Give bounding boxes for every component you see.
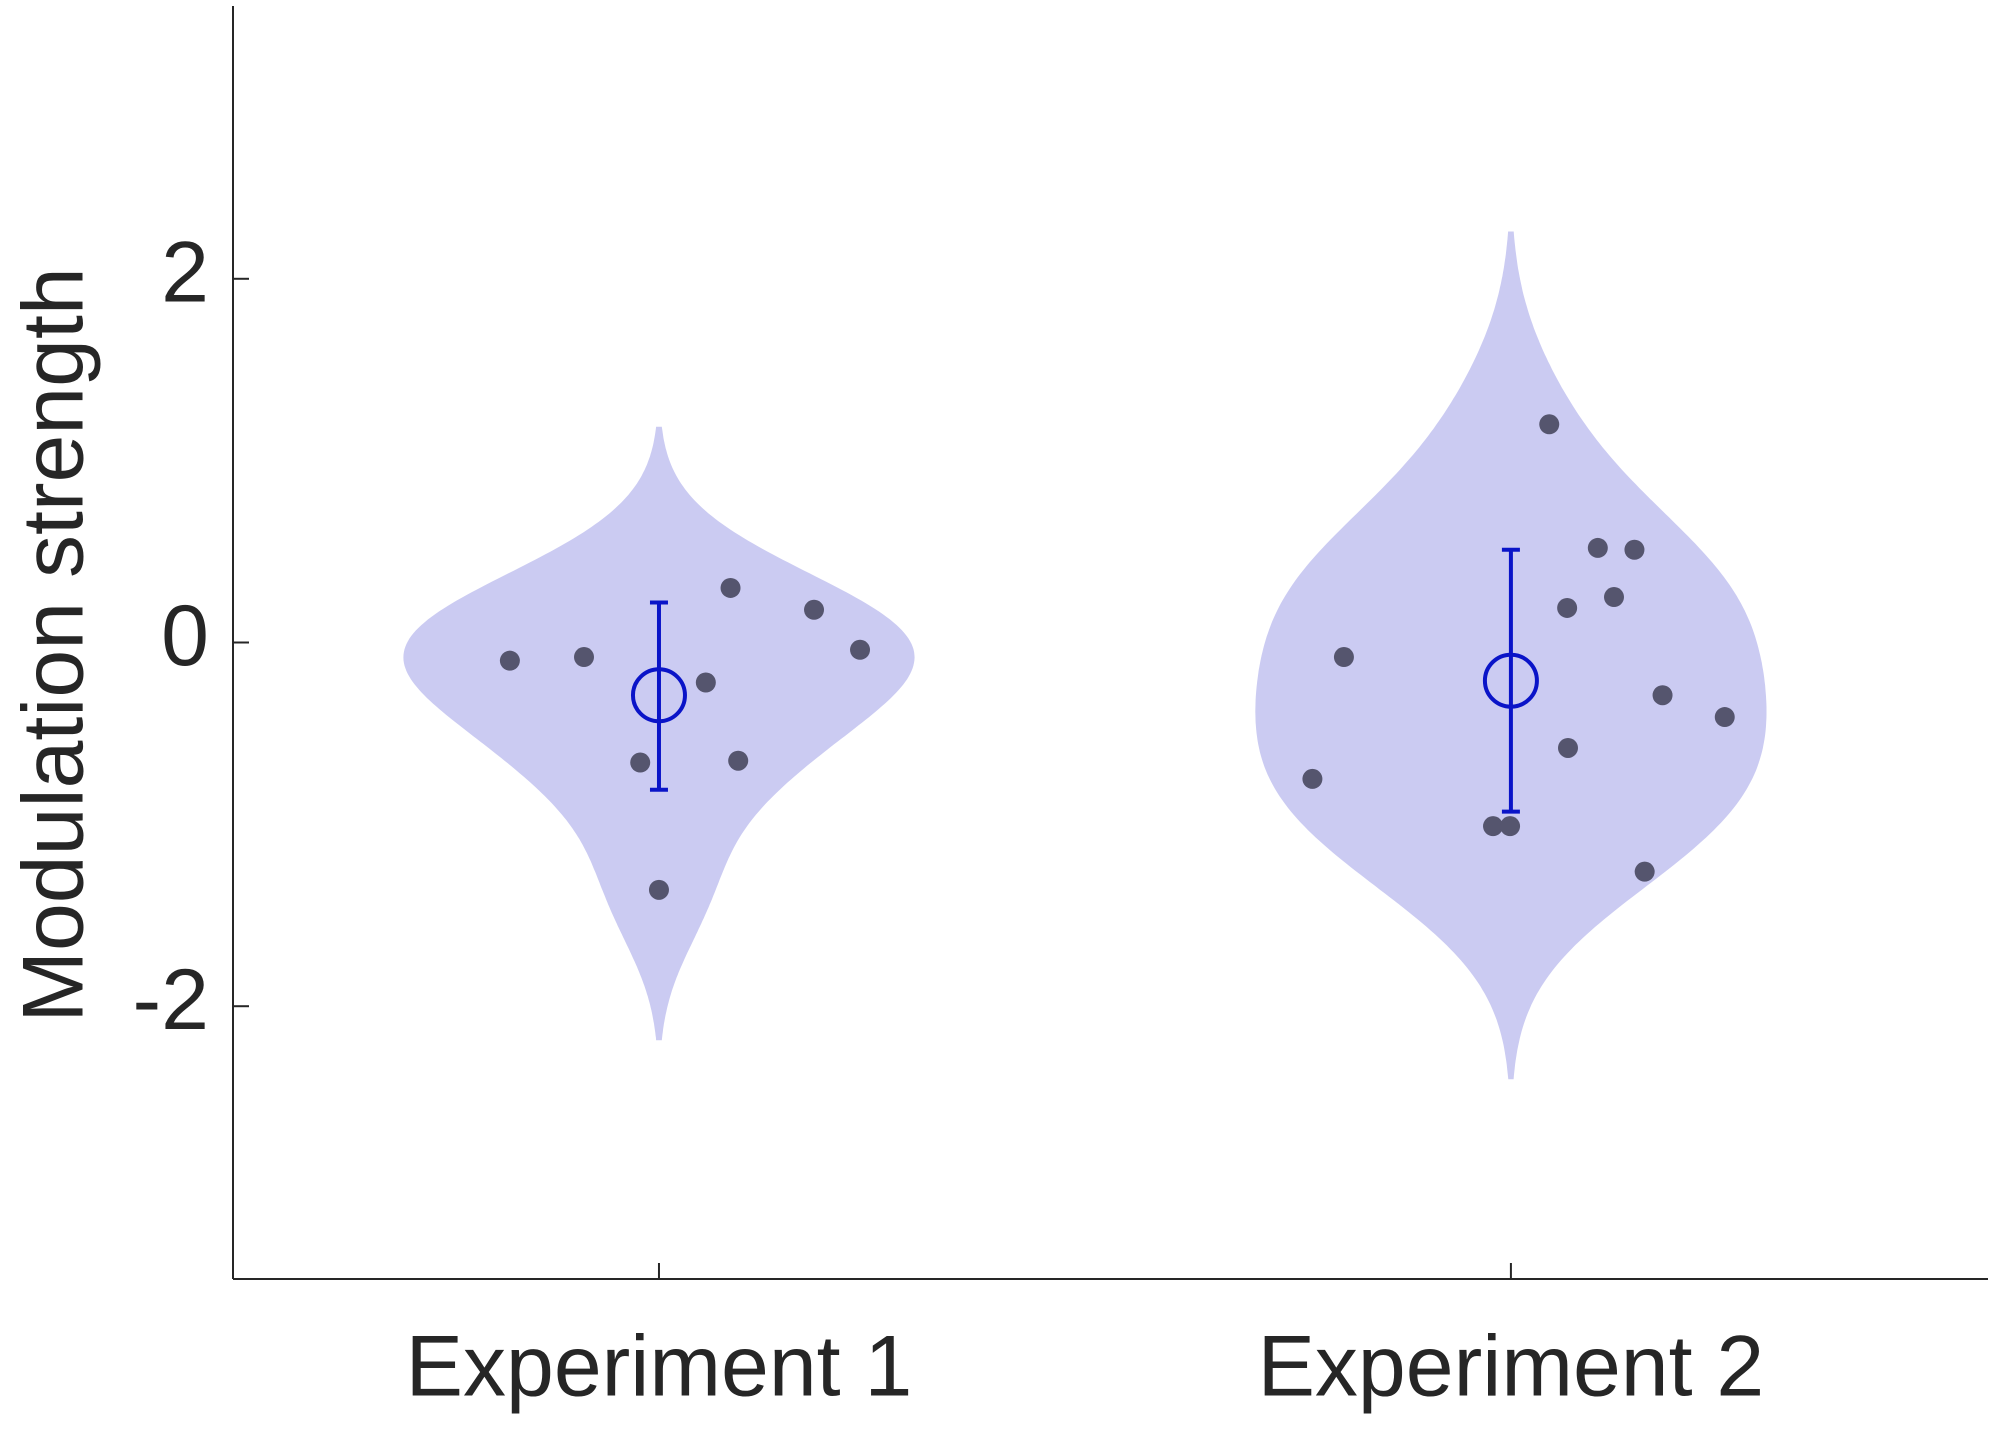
data-point	[648, 879, 669, 900]
data-point	[1557, 737, 1578, 758]
data-point	[630, 752, 651, 773]
data-point	[574, 647, 594, 668]
data-point	[1333, 647, 1354, 668]
data-point	[850, 639, 871, 660]
data-point	[1539, 414, 1560, 435]
mean-marker	[630, 667, 687, 724]
y-axis-title: Modulation strength	[6, 267, 102, 1022]
mean-marker	[1482, 652, 1539, 709]
data-point	[1634, 861, 1655, 882]
data-point	[728, 750, 749, 771]
x-tick-label: Experiment 2	[1258, 1319, 1765, 1415]
data-point	[1714, 707, 1735, 728]
data-point	[1302, 768, 1323, 789]
x-tick-label: Experiment 1	[406, 1319, 913, 1415]
data-point	[1587, 537, 1608, 558]
data-point	[720, 577, 741, 598]
data-point	[1557, 597, 1578, 618]
y-tick-label: -2	[133, 952, 209, 1048]
data-point	[1603, 587, 1624, 608]
data-point	[1500, 816, 1521, 837]
y-tick-label: 2	[161, 225, 209, 321]
data-point	[1624, 539, 1645, 560]
data-point	[1652, 685, 1673, 706]
data-point	[695, 672, 716, 693]
y-tick-label: 0	[161, 588, 209, 684]
data-point	[804, 599, 825, 620]
data-point	[1483, 816, 1504, 837]
data-point	[499, 650, 520, 671]
